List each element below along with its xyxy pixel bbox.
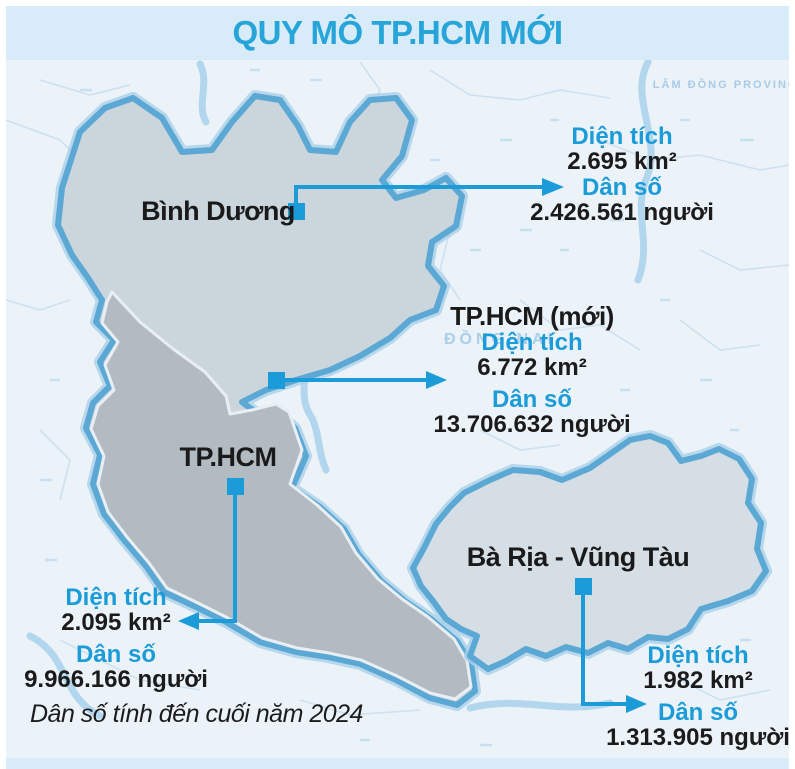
bottom-band bbox=[6, 758, 789, 769]
population-label: Dân số bbox=[657, 699, 738, 726]
map-label-lam-dong: LÂM ĐỒNG PROVINCE bbox=[653, 78, 789, 91]
area-value: 6.772 km² bbox=[477, 354, 587, 381]
stat-block-ba-ria-vung-tau: Diện tích 1.982 km² Dân số 1.313.905 ngư… bbox=[606, 643, 790, 751]
population-label: Dân số bbox=[581, 174, 662, 201]
stat-block-tphcm: Diện tích 2.095 km² Dân số 9.966.166 ngư… bbox=[24, 585, 208, 693]
map-svg: LÂM ĐỒNG PROVINCE ĐỒNG NAI bbox=[6, 60, 789, 758]
population-label: Dân số bbox=[75, 641, 156, 668]
region-label-tphcm-moi: TP.HCM (mới) bbox=[450, 301, 614, 331]
population-value: 1.313.905 người bbox=[606, 724, 790, 751]
region-shape-tphcm bbox=[89, 290, 473, 701]
region-label-tphcm: TP.HCM bbox=[179, 442, 277, 472]
map-label-dong-nai: ĐỒNG NAI bbox=[444, 329, 556, 348]
area-label: Diện tích bbox=[65, 584, 167, 611]
region-label-binh-duong: Bình Dương bbox=[141, 196, 295, 226]
region-label-ba-ria-vung-tau: Bà Rịa - Vũng Tàu bbox=[466, 542, 690, 572]
connector-ba-ria-vung-tau bbox=[575, 578, 647, 713]
connector-binh-duong bbox=[288, 178, 564, 220]
stat-block-tphcm-moi: TP.HCM (mới) Diện tích 6.772 km² Dân số … bbox=[433, 302, 630, 438]
population-value: 13.706.632 người bbox=[433, 411, 631, 438]
footnote: Dân số tính đến cuối năm 2024 bbox=[30, 700, 363, 728]
area-value: 2.095 km² bbox=[61, 609, 171, 636]
population-value: 9.966.166 người bbox=[24, 666, 208, 693]
population-label: Dân số bbox=[491, 386, 572, 413]
map-rivers bbox=[26, 60, 655, 720]
area-value: 1.982 km² bbox=[643, 667, 753, 694]
area-label: Diện tích bbox=[571, 123, 673, 150]
area-label: Diện tích bbox=[481, 329, 583, 356]
connector-tphcm bbox=[178, 478, 244, 630]
region-shape-ba-ria-vung-tau bbox=[410, 433, 769, 672]
area-value: 2.695 km² bbox=[567, 148, 677, 175]
connector-tphcm-moi bbox=[268, 371, 447, 389]
map-background: LÂM ĐỒNG PROVINCE ĐỒNG NAI bbox=[6, 60, 789, 758]
header-band: QUY MÔ TP.HCM MỚI bbox=[6, 6, 789, 60]
population-value: 2.426.561 người bbox=[530, 199, 714, 226]
page-title: QUY MÔ TP.HCM MỚI bbox=[232, 14, 563, 51]
stat-block-binh-duong: Diện tích 2.695 km² Dân số 2.426.561 ngư… bbox=[530, 124, 714, 226]
area-label: Diện tích bbox=[647, 642, 749, 669]
